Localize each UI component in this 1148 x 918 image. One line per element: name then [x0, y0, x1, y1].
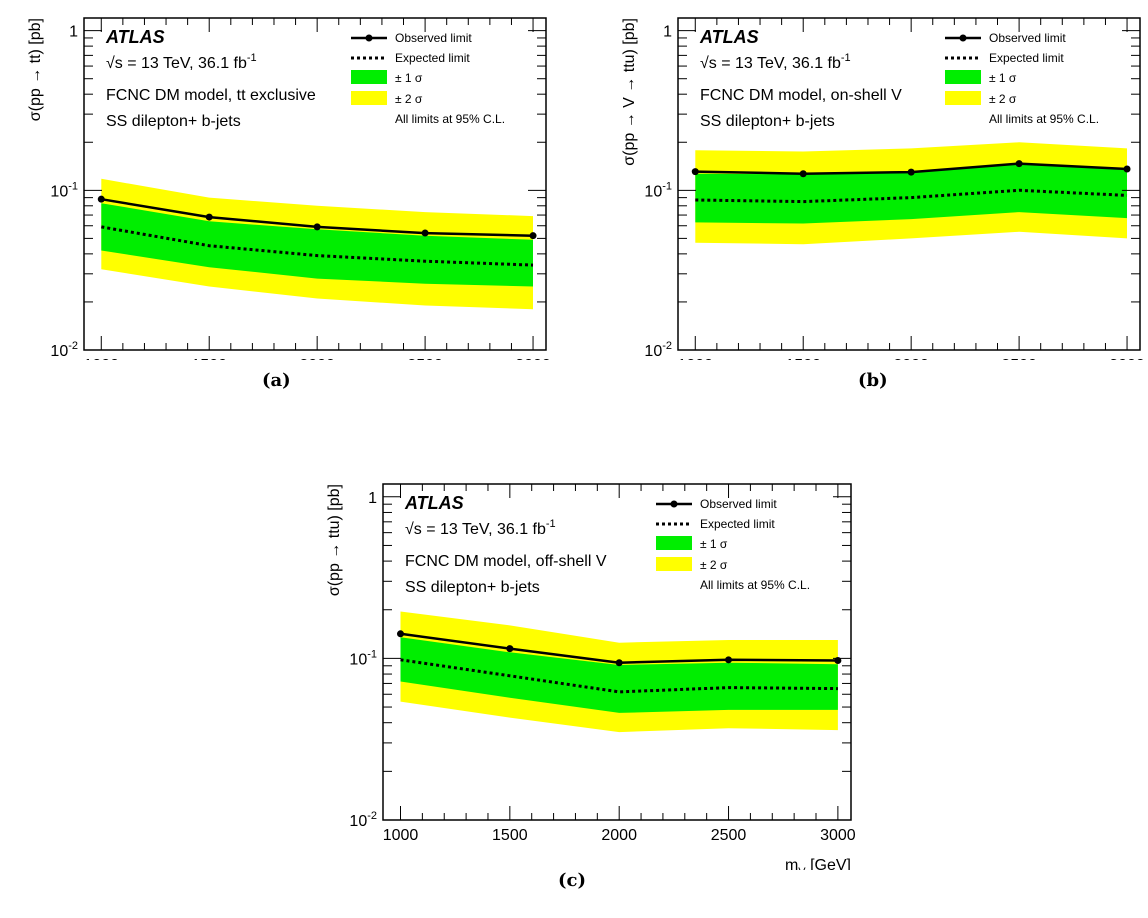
y-tick-label: 10-2: [50, 340, 78, 360]
legend-observed-marker: [959, 34, 967, 42]
expected-limit-line: [101, 225, 534, 267]
x-tick-label: 1500: [492, 827, 528, 844]
legend-band2-swatch: [656, 557, 692, 571]
x-tick-label: 1000: [383, 827, 419, 844]
legend-band1-swatch: [656, 536, 692, 550]
energy-label: √s = 13 TeV, 36.1 fb-1: [106, 52, 257, 72]
y-tick-label: 10-2: [349, 810, 377, 830]
plot-frame: [677, 17, 1141, 351]
x-tick-label: 1000: [83, 357, 119, 360]
energy-label: √s = 13 TeV, 36.1 fb-1: [405, 518, 556, 538]
observed-point: [205, 213, 213, 221]
legend-observed-label: Observed limit: [989, 31, 1066, 45]
observed-point: [421, 229, 429, 237]
y-tick-label: 10-1: [349, 648, 377, 668]
observed-point: [396, 630, 404, 638]
region-label: SS dilepton+ b-jets: [106, 113, 241, 130]
observed-point: [615, 659, 623, 667]
caption-b: (b): [858, 370, 888, 391]
legend-expected-label: Expected limit: [989, 51, 1064, 65]
legend-observed-marker: [670, 500, 678, 508]
y-axis-label: σ(pp → V → ttu) [pb]: [621, 18, 638, 166]
expected-limit-line: [400, 658, 838, 694]
legend-band2-label: ± 2 σ: [395, 92, 423, 106]
legend-band1-swatch: [351, 70, 387, 84]
x-tick-label: 3000: [820, 827, 856, 844]
caption-c: (c): [558, 870, 586, 891]
x-tick-label: 1500: [191, 357, 227, 360]
expected-limit-line: [695, 188, 1128, 204]
observed-point: [1123, 165, 1131, 173]
x-tick-label: 2000: [601, 827, 637, 844]
legend-observed-marker: [365, 34, 373, 42]
observed-point: [907, 168, 915, 176]
y-tick-label: 10-1: [644, 180, 672, 200]
x-tick-label: 1500: [785, 357, 821, 360]
observed-point: [313, 223, 321, 231]
atlas-logo: ATLAS: [404, 493, 464, 513]
legend-band2-label: ± 2 σ: [989, 92, 1017, 106]
x-tick-label: 3000: [1109, 357, 1145, 360]
legend-band1-label: ± 1 σ: [700, 537, 728, 551]
band-1sigma: [101, 203, 534, 287]
model-label: FCNC DM model, on-shell V: [700, 87, 902, 104]
observed-point: [506, 645, 514, 653]
caption-a: (a): [262, 370, 291, 391]
legend-observed-label: Observed limit: [700, 497, 777, 511]
limit-plot-b: 1000 1500 2000 2500 3000 10-2 10-1 1 σ(pp → V → …: [621, 17, 1145, 360]
plot-frame: [83, 17, 547, 351]
x-tick-label: 2500: [1001, 357, 1037, 360]
y-tick-label: 10-1: [50, 180, 78, 200]
legend-band2-label: ± 2 σ: [700, 558, 728, 572]
atlas-logo: ATLAS: [105, 27, 165, 47]
legend-band1-swatch: [945, 70, 981, 84]
x-axis-label: mV [GeV]: [785, 857, 851, 870]
x-tick-label: 2500: [711, 827, 747, 844]
legend-band2-swatch: [945, 91, 981, 105]
limit-plot-a: 1000 1500 2000 2500 3000 10-2 10-1 1 σ(pp → tt) …: [27, 17, 551, 360]
observed-point: [529, 232, 537, 240]
band-1sigma: [695, 164, 1127, 224]
legend-expected-label: Expected limit: [395, 51, 470, 65]
y-tick-label: 10-2: [644, 340, 672, 360]
band-1sigma: [400, 637, 838, 713]
limit-plot-c: 1000 1500 2000 2500 3000 10-2 10-1 1 σ(pp → ttu)…: [326, 483, 856, 870]
x-tick-label: 3000: [515, 357, 551, 360]
y-tick-label: 1: [368, 490, 377, 507]
y-axis-label: σ(pp → tt) [pb]: [27, 18, 44, 121]
legend-band1-label: ± 1 σ: [989, 71, 1017, 85]
observed-point: [691, 168, 699, 176]
atlas-logo: ATLAS: [699, 27, 759, 47]
plot-frame: [382, 483, 852, 821]
observed-point: [97, 195, 105, 203]
region-label: SS dilepton+ b-jets: [700, 113, 835, 130]
observed-point: [799, 170, 807, 178]
observed-point: [1015, 160, 1023, 168]
x-tick-label: 1000: [677, 357, 713, 360]
legend-note: All limits at 95% C.L.: [700, 578, 810, 592]
y-tick-label: 1: [69, 24, 78, 41]
y-tick-label: 1: [663, 24, 672, 41]
legend-note: All limits at 95% C.L.: [395, 112, 505, 126]
x-tick-label: 2000: [299, 357, 335, 360]
model-label: FCNC DM model, off-shell V: [405, 553, 607, 570]
y-axis-label: σ(pp → ttu) [pb]: [326, 484, 343, 596]
legend-observed-label: Observed limit: [395, 31, 472, 45]
region-label: SS dilepton+ b-jets: [405, 579, 540, 596]
x-tick-label: 2000: [893, 357, 929, 360]
observed-point: [725, 656, 733, 664]
x-tick-label: 2500: [407, 357, 443, 360]
legend-band2-swatch: [351, 91, 387, 105]
model-label: FCNC DM model, tt exclusive: [106, 87, 316, 104]
energy-label: √s = 13 TeV, 36.1 fb-1: [700, 52, 851, 72]
legend-note: All limits at 95% C.L.: [989, 112, 1099, 126]
legend-expected-label: Expected limit: [700, 517, 775, 531]
legend-band1-label: ± 1 σ: [395, 71, 423, 85]
